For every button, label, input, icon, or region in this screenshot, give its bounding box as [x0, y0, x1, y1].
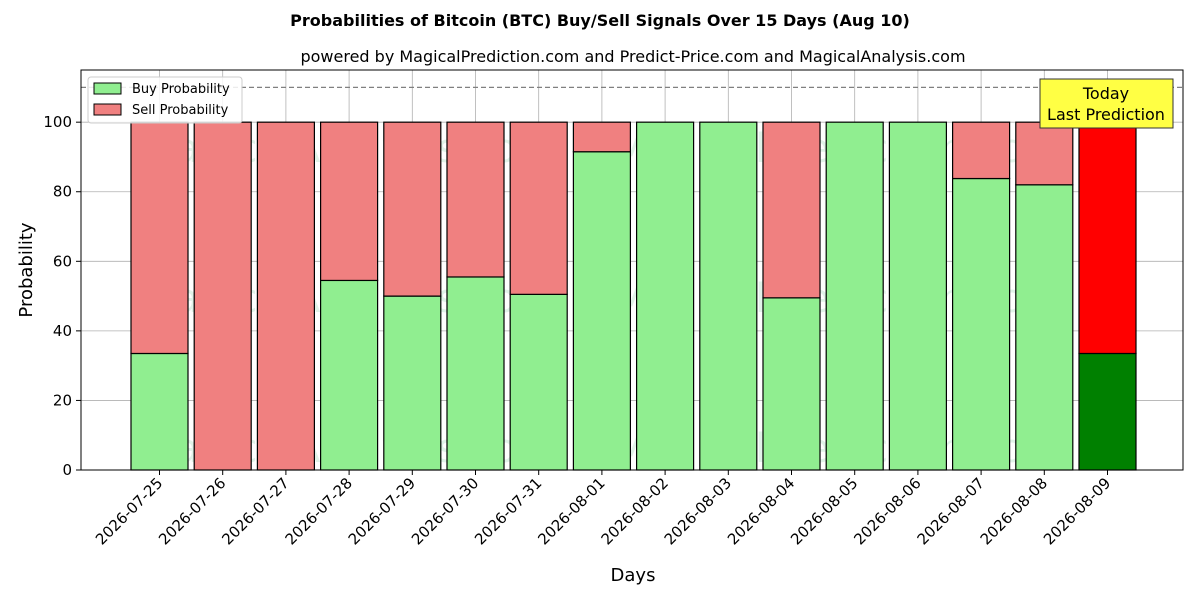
- bar-buy: [130, 352, 189, 471]
- x-tick-label: 2026-08-04: [724, 474, 798, 548]
- bar-sell: [193, 121, 252, 471]
- bar-sell: [130, 121, 189, 355]
- x-tick-label: 2026-08-02: [598, 474, 672, 548]
- x-tick-label: 2026-07-26: [155, 474, 229, 548]
- chart-title: Probabilities of Bitcoin (BTC) Buy/Sell …: [290, 11, 910, 30]
- x-tick-label: 2026-08-06: [850, 474, 924, 548]
- x-tick-label: 2026-07-30: [408, 474, 482, 548]
- x-tick-label: 2026-07-25: [92, 474, 166, 548]
- legend-label: Sell Probability: [132, 103, 229, 118]
- bar-buy: [1078, 352, 1137, 471]
- y-axis: 0 20 40 60 80 100: [43, 113, 81, 479]
- x-tick-label: 2026-08-03: [661, 474, 735, 548]
- bar-buy: [572, 151, 632, 471]
- bar-buy: [699, 121, 758, 471]
- y-tick-label: 100: [43, 113, 72, 131]
- bar-sell: [320, 121, 379, 282]
- bar-sell: [256, 121, 315, 471]
- legend-swatch: [93, 103, 122, 116]
- x-tick-label: 2026-07-29: [345, 474, 419, 548]
- x-tick-label: 2026-08-01: [534, 474, 608, 548]
- y-tick-label: 20: [53, 391, 72, 409]
- y-tick-label: 80: [53, 183, 72, 201]
- x-tick-label: 2026-08-08: [977, 474, 1051, 548]
- bar-buy: [320, 279, 379, 471]
- bar-buy: [635, 121, 695, 471]
- bar-buy: [383, 295, 442, 471]
- chart-subtitle: powered by MagicalPrediction.com and Pre…: [300, 47, 965, 66]
- bar-sell: [951, 121, 1011, 180]
- bar-buy: [1015, 184, 1074, 471]
- annotation-line2: Last Prediction: [1047, 105, 1165, 124]
- x-tick-label: 2026-07-27: [218, 474, 292, 548]
- y-axis-label: Probability: [16, 222, 37, 317]
- legend: Buy Probability Sell Probability: [87, 76, 243, 124]
- annotation-box: [1039, 78, 1174, 129]
- bar-sell: [572, 121, 632, 153]
- bar-sell: [762, 121, 821, 299]
- legend-box: [87, 76, 243, 124]
- bar-sell: [1015, 121, 1074, 186]
- x-tick-label: 2026-07-28: [282, 474, 356, 548]
- x-tick-label: 2026-08-09: [1040, 474, 1114, 548]
- bar-buy: [888, 121, 948, 471]
- x-tick-label: 2026-08-05: [787, 474, 861, 548]
- today-annotation: Today Last Prediction: [1039, 78, 1174, 129]
- bar-sell: [1078, 121, 1137, 355]
- annotation-line1: Today: [1082, 84, 1129, 103]
- x-axis: 2026-07-252026-07-262026-07-272026-07-28…: [92, 470, 1114, 548]
- bars-layer: [130, 121, 1137, 471]
- legend-swatch: [93, 82, 122, 95]
- bar-buy: [825, 121, 884, 471]
- plot-frame: [80, 69, 1184, 471]
- x-axis-label: Days: [611, 565, 656, 586]
- x-tick-label: 2026-08-07: [914, 474, 988, 548]
- legend-label: Buy Probability: [132, 82, 230, 97]
- bar-buy: [951, 177, 1011, 471]
- y-tick-label: 40: [53, 322, 72, 340]
- y-tick-label: 0: [62, 461, 72, 479]
- bar-buy: [509, 293, 568, 471]
- bar-buy: [762, 297, 821, 471]
- x-tick-label: 2026-07-31: [471, 474, 545, 548]
- bar-sell: [383, 121, 442, 297]
- bar-sell: [446, 121, 505, 278]
- y-tick-label: 60: [53, 252, 72, 270]
- bar-buy: [446, 276, 505, 471]
- bar-sell: [509, 121, 568, 295]
